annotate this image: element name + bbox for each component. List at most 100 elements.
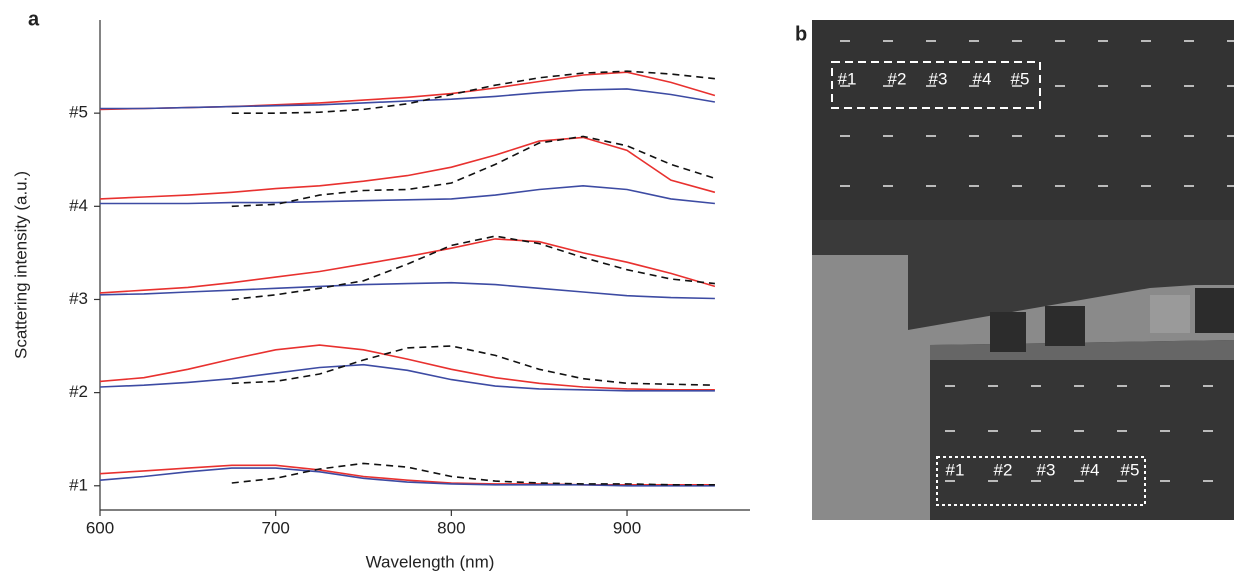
- sem-dot: [988, 430, 998, 432]
- spectrum-line: [99, 238, 716, 294]
- spectrum-line: [231, 235, 715, 301]
- sem-dot: [1117, 480, 1127, 482]
- y-tick-label: #5: [69, 103, 88, 122]
- sem-dot: [1184, 185, 1194, 187]
- x-tick-label: 900: [613, 518, 641, 537]
- sem-dot: [1012, 135, 1022, 137]
- sem-dot: [1160, 385, 1170, 387]
- sem-dot: [969, 135, 979, 137]
- selection-box: [936, 456, 1146, 506]
- sample-label: #4: [973, 69, 992, 88]
- sem-dot: [1227, 85, 1234, 87]
- y-tick-label: #3: [69, 289, 88, 308]
- sem-dot: [1031, 385, 1041, 387]
- sem-dot: [1227, 135, 1234, 137]
- x-tick-label: 700: [261, 518, 289, 537]
- spectrum-line: [99, 467, 715, 487]
- sem-region: [812, 20, 1234, 220]
- sem-dot: [840, 40, 850, 42]
- spectrum-line: [231, 345, 715, 386]
- sem-dot: [1055, 85, 1065, 87]
- sample-label: #3: [1037, 460, 1056, 479]
- sem-dot: [1184, 40, 1194, 42]
- spectrum-line: [231, 70, 715, 114]
- sem-dot: [969, 185, 979, 187]
- sem-dot: [1074, 480, 1084, 482]
- sem-dot: [1160, 480, 1170, 482]
- sample-label: #5: [1121, 460, 1140, 479]
- sem-dot: [988, 385, 998, 387]
- sem-dot: [1074, 430, 1084, 432]
- sample-label: #2: [888, 69, 907, 88]
- sem-dot: [969, 40, 979, 42]
- sem-dot: [1203, 480, 1213, 482]
- sem-dot: [926, 40, 936, 42]
- panel-label: b: [795, 23, 807, 45]
- panel-label: a: [28, 8, 40, 30]
- sem-dot: [1098, 40, 1108, 42]
- spectrum-line: [231, 462, 715, 486]
- sem-pad: [1045, 306, 1085, 346]
- sem-dot: [1141, 135, 1151, 137]
- sem-dot: [926, 185, 936, 187]
- sem-dot: [840, 85, 850, 87]
- sem-dot: [988, 480, 998, 482]
- spectrum-line: [99, 363, 715, 392]
- sem-dot: [1184, 85, 1194, 87]
- selection-box: [831, 61, 1041, 109]
- sem-dot: [1098, 185, 1108, 187]
- sample-label: #1: [838, 69, 857, 88]
- sem-dot: [1141, 85, 1151, 87]
- sem-dot: [1160, 430, 1170, 432]
- sem-dot: [1227, 40, 1234, 42]
- sem-dot: [1055, 135, 1065, 137]
- sem-dot: [945, 430, 955, 432]
- spectrum-line: [231, 135, 716, 208]
- x-tick-label: 800: [437, 518, 465, 537]
- sample-label: #5: [1011, 69, 1030, 88]
- sem-dot: [1031, 430, 1041, 432]
- sem-pad: [1150, 295, 1190, 333]
- sem-electrode: [812, 255, 1234, 520]
- sem-dot: [1012, 185, 1022, 187]
- spectrum-line: [99, 136, 716, 200]
- y-tick-label: #1: [69, 475, 88, 494]
- sem-dot: [1055, 40, 1065, 42]
- sem-dot: [1012, 85, 1022, 87]
- sem-dot: [1098, 85, 1108, 87]
- sem-dot: [1203, 385, 1213, 387]
- sem-dot: [1098, 135, 1108, 137]
- spectrum-line: [100, 88, 716, 110]
- sem-dot: [1031, 480, 1041, 482]
- y-tick-label: #2: [69, 382, 88, 401]
- sem-dot: [1055, 185, 1065, 187]
- sem-dot: [945, 480, 955, 482]
- sem-dot: [1141, 40, 1151, 42]
- spectrum-line: [99, 281, 715, 300]
- sample-label: #3: [929, 69, 948, 88]
- sem-region: [930, 360, 1234, 520]
- sem-dot: [1227, 185, 1234, 187]
- sem-dot: [883, 85, 893, 87]
- sem-dot: [1184, 135, 1194, 137]
- sem-dot: [840, 185, 850, 187]
- y-axis-label: Scattering intensity (a.u.): [11, 171, 30, 359]
- sem-dot: [1012, 40, 1022, 42]
- sem-pad: [990, 312, 1026, 352]
- spectrum-line: [99, 71, 716, 111]
- sem-dot: [926, 85, 936, 87]
- x-tick-label: 600: [86, 518, 114, 537]
- sample-label: #1: [946, 460, 965, 479]
- sem-dot: [883, 135, 893, 137]
- sem-dot: [926, 135, 936, 137]
- sample-label: #4: [1081, 460, 1100, 479]
- y-tick-label: #4: [69, 196, 88, 215]
- spectrum-line: [99, 344, 715, 391]
- sem-dot: [945, 385, 955, 387]
- sem-dot: [1117, 430, 1127, 432]
- sem-dot: [1117, 385, 1127, 387]
- sem-dot: [969, 85, 979, 87]
- sem-dot: [883, 185, 893, 187]
